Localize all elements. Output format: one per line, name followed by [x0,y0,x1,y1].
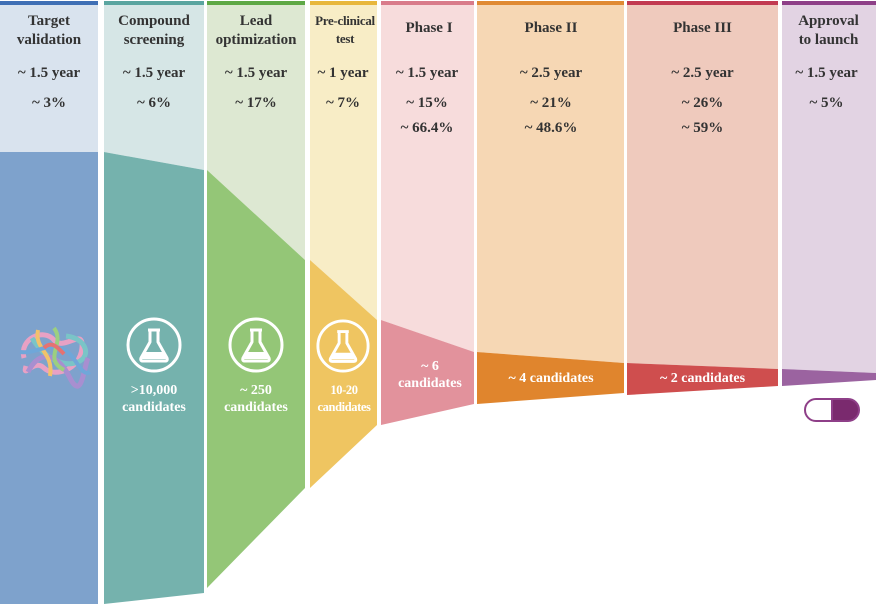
stage-column-target [0,1,98,604]
stage-funnel-segment [310,260,377,488]
stage-column-approval [782,1,876,386]
stage-color-stripe [0,1,98,5]
stage-header-panel [207,4,305,260]
stage-funnel-segment [0,152,98,604]
stage-funnel-segment [381,320,474,425]
stage-funnel-segment [477,352,624,404]
stage-funnel-segment [104,152,204,604]
stage-header-panel [477,4,624,363]
stage-header-panel [627,4,778,369]
stage-color-stripe [310,1,377,5]
stage-funnel-segment [782,369,876,386]
stage-column-lead [207,1,305,588]
stage-color-stripe [207,1,305,5]
stage-column-preclinical [310,1,377,488]
stage-column-phase1 [381,1,474,425]
stage-column-screening [104,1,204,604]
stage-header-panel [310,4,377,320]
stage-funnel-segment [207,170,305,588]
stage-color-stripe [104,1,204,5]
stage-header-panel [381,4,474,352]
stage-color-stripe [381,1,474,5]
stage-color-stripe [782,1,876,5]
stage-funnel-segment [627,363,778,395]
stage-color-stripe [627,1,778,5]
stage-column-phase2 [477,1,624,404]
stage-header-panel [104,4,204,170]
stage-column-phase3 [627,1,778,395]
stage-color-stripe [477,1,624,5]
stage-header-panel [0,4,98,152]
stage-header-panel [782,4,876,373]
